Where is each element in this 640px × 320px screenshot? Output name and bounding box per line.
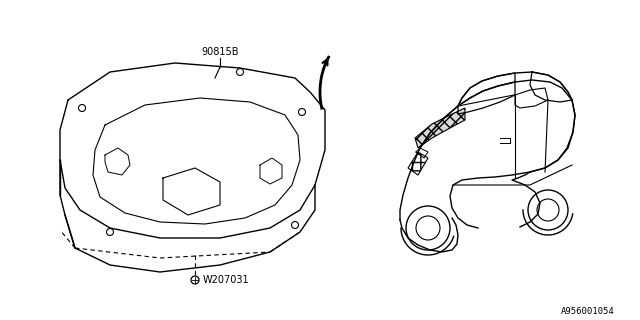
Text: A956001054: A956001054: [561, 308, 615, 316]
Text: 90815B: 90815B: [201, 47, 239, 57]
Text: W207031: W207031: [203, 275, 250, 285]
Polygon shape: [408, 152, 428, 175]
Polygon shape: [415, 108, 465, 148]
